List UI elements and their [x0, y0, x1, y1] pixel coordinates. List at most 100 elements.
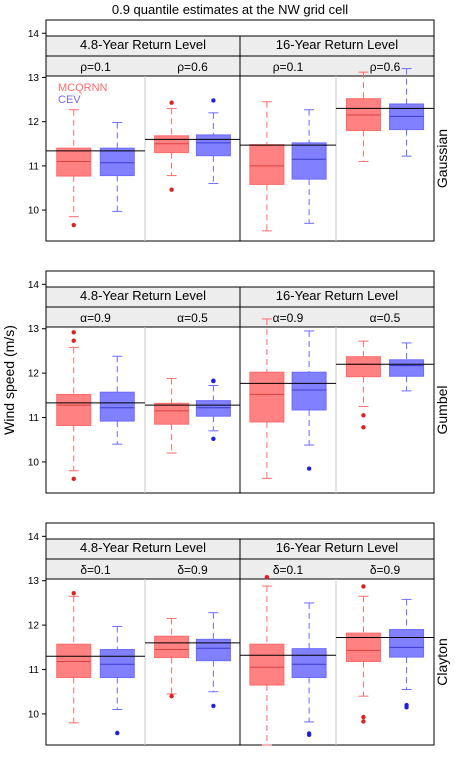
- y-tick-label: 12: [28, 117, 40, 128]
- outlier-point: [361, 425, 366, 430]
- box-iqr: [389, 359, 425, 377]
- chart-rows: 4.8-Year Return Level 16-Year Return Leve…: [28, 19, 450, 746]
- y-tick-label: 14: [28, 532, 40, 543]
- outlier-point: [361, 714, 366, 720]
- box-mcqrnn: [154, 377, 190, 454]
- return-level-label: 16-Year Return Level: [276, 37, 398, 52]
- box-iqr: [291, 371, 327, 411]
- box-cev: [291, 109, 327, 224]
- panel-row-gumbel: 4.8-Year Return Level 16-Year Return Leve…: [28, 270, 450, 494]
- box-iqr: [249, 144, 285, 185]
- box-iqr: [195, 638, 231, 662]
- box-iqr: [99, 147, 135, 177]
- param-label: ρ=0.6: [370, 60, 401, 74]
- y-tick-label: 14: [28, 280, 40, 291]
- param-label: δ=0.1: [273, 563, 304, 577]
- box-iqr: [99, 649, 135, 679]
- box-mcqrnn: [249, 318, 285, 479]
- box-cev: [195, 378, 231, 442]
- y-tick-label: 13: [28, 576, 40, 587]
- param-label: δ=0.9: [370, 563, 401, 577]
- outlier-point: [169, 187, 174, 192]
- y-tick-label: 12: [28, 369, 40, 380]
- row-label: Gaussian: [434, 129, 450, 188]
- outlier-point: [71, 330, 76, 335]
- outlier-point: [264, 574, 270, 580]
- box-iqr: [291, 648, 327, 679]
- top-margin: [45, 19, 435, 37]
- outlier-point: [169, 693, 174, 699]
- box-iqr: [56, 643, 92, 679]
- y-tick-label: 10: [28, 457, 40, 468]
- outlier-point: [115, 730, 120, 736]
- box-cev: [99, 355, 135, 445]
- outlier-point: [361, 719, 366, 724]
- box-cev: [99, 122, 135, 212]
- y-tick-label: 11: [29, 161, 40, 172]
- box-iqr: [56, 147, 92, 177]
- box-iqr: [56, 393, 92, 427]
- top-margin: [45, 270, 435, 288]
- param-label: δ=0.9: [177, 563, 208, 577]
- box-iqr: [195, 134, 231, 157]
- row-label: Gumbel: [434, 385, 450, 434]
- param-label: α=0.9: [80, 311, 111, 325]
- return-level-label: 4.8-Year Return Level: [80, 540, 206, 555]
- legend-entry-cev: CEV: [58, 94, 81, 106]
- box-cev: [99, 625, 135, 736]
- return-level-label: 4.8-Year Return Level: [80, 37, 206, 52]
- outlier-point: [71, 590, 76, 596]
- box-mcqrnn: [154, 100, 190, 192]
- box-cev: [389, 598, 425, 710]
- param-label: ρ=0.6: [177, 60, 208, 74]
- param-label: α=0.5: [370, 311, 401, 325]
- y-tick-label: 14: [28, 29, 40, 40]
- y-tick-label: 13: [28, 73, 40, 84]
- row-label: Clayton: [434, 638, 450, 685]
- return-level-label: 16-Year Return Level: [276, 288, 398, 303]
- box-cev: [195, 612, 231, 709]
- outlier-point: [404, 705, 409, 710]
- y-tick-label: 13: [28, 324, 40, 335]
- outlier-point: [71, 476, 76, 481]
- outlier-point: [211, 378, 216, 384]
- y-tick-label: 10: [28, 709, 40, 720]
- box-iqr: [99, 391, 135, 422]
- outlier-point: [306, 466, 312, 471]
- return-level-label: 16-Year Return Level: [276, 540, 398, 555]
- y-axis-label: Wind speed (m/s): [1, 325, 17, 435]
- chart-title: 0.9 quantile estimates at the NW grid ce…: [112, 2, 348, 17]
- legend-entry-mcqrnn: MCQRNN: [58, 82, 108, 94]
- panel-row-gaussian: 4.8-Year Return Level 16-Year Return Leve…: [28, 19, 450, 242]
- outlier-point: [71, 222, 76, 228]
- y-tick-label: 11: [29, 413, 40, 424]
- box-cev: [291, 602, 327, 737]
- y-tick-label: 12: [28, 621, 40, 632]
- box-mcqrnn: [56, 330, 92, 481]
- y-tick-label: 10: [28, 206, 40, 217]
- box-mcqrnn: [249, 101, 285, 232]
- return-level-label: 4.8-Year Return Level: [80, 288, 206, 303]
- outlier-point: [361, 584, 366, 589]
- box-iqr: [345, 356, 381, 378]
- top-margin: [45, 522, 435, 540]
- param-label: α=0.9: [273, 311, 304, 325]
- param-label: ρ=0.1: [273, 60, 304, 74]
- outlier-point: [71, 338, 76, 343]
- box-mcqrnn: [249, 574, 285, 746]
- box-cev: [195, 98, 231, 185]
- panel-row-clayton: 4.8-Year Return Level 16-Year Return Leve…: [28, 522, 450, 746]
- box-iqr: [249, 643, 285, 686]
- box-iqr: [195, 400, 231, 417]
- box-iqr: [389, 629, 425, 658]
- box-mcqrnn: [345, 71, 381, 162]
- y-tick-label: 11: [29, 665, 40, 676]
- outlier-point: [211, 98, 216, 103]
- box-iqr: [154, 402, 190, 425]
- param-label: α=0.5: [177, 311, 208, 325]
- box-iqr: [154, 635, 190, 659]
- box-cev: [291, 330, 327, 471]
- outlier-point: [211, 703, 216, 709]
- param-label: δ=0.1: [80, 563, 111, 577]
